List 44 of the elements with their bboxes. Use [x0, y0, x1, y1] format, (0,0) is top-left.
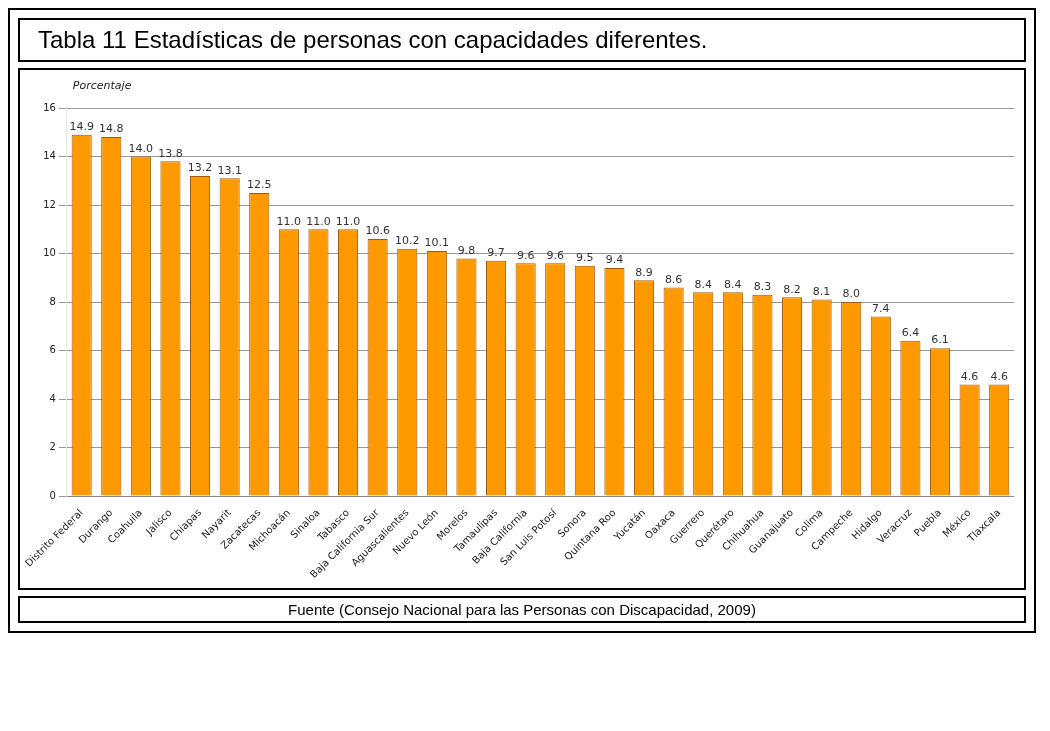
y-tick-label: 10: [43, 247, 56, 259]
data-label: 12.5: [247, 178, 272, 192]
data-label: 9.8: [457, 243, 476, 257]
y-tick-label: 6: [49, 344, 56, 356]
y-tick-label: 12: [43, 198, 56, 210]
data-label: 11.0: [306, 214, 331, 228]
data-label: 4.6: [960, 369, 979, 383]
data-label: 6.1: [931, 333, 949, 347]
data-label: 13.8: [158, 146, 183, 160]
data-label: 8.0: [842, 287, 860, 301]
data-label: 8.1: [812, 284, 831, 298]
data-label: 9.6: [546, 248, 564, 262]
source-note: Fuente (Consejo Nacional para las Personas con Discapacidad, 2009): [18, 596, 1026, 623]
data-label: 9.7: [487, 246, 505, 260]
data-label: 14.8: [99, 122, 124, 136]
data-label: 7.4: [872, 301, 890, 315]
data-label: 11.0: [276, 214, 302, 228]
data-label: 4.6: [990, 369, 1008, 383]
data-label: 9.4: [605, 253, 624, 267]
data-label: 8.3: [753, 280, 772, 294]
data-label: 6.4: [901, 326, 920, 340]
data-label: 8.9: [635, 265, 653, 279]
data-label: 11.0: [335, 214, 361, 228]
data-label: 13.2: [187, 161, 213, 175]
y-tick-label: 14: [43, 150, 56, 162]
data-label: 8.6: [664, 272, 683, 286]
data-label: 8.4: [724, 277, 742, 291]
y-tick-label: 16: [43, 101, 56, 113]
data-label: 10.2: [395, 234, 420, 248]
data-label: 10.6: [365, 224, 390, 238]
data-label: 14.9: [69, 120, 94, 134]
data-label: 9.5: [576, 251, 594, 265]
y-tick-label: 4: [49, 392, 56, 404]
y-tick-label: 2: [49, 441, 56, 453]
data-label: 8.2: [783, 282, 801, 296]
y-axis-title: Porcentaje: [72, 79, 132, 93]
y-tick-label: 0: [49, 489, 56, 501]
y-tick-label: 8: [49, 295, 56, 307]
data-label: 13.1: [217, 163, 242, 177]
data-label: 14.0: [128, 141, 154, 155]
chart-title: Tabla 11 Estadísticas de personas con capacidades diferentes.: [18, 18, 1026, 62]
data-label: 8.4: [694, 277, 712, 291]
data-label: 9.6: [516, 248, 535, 262]
data-label: 10.1: [424, 236, 450, 250]
